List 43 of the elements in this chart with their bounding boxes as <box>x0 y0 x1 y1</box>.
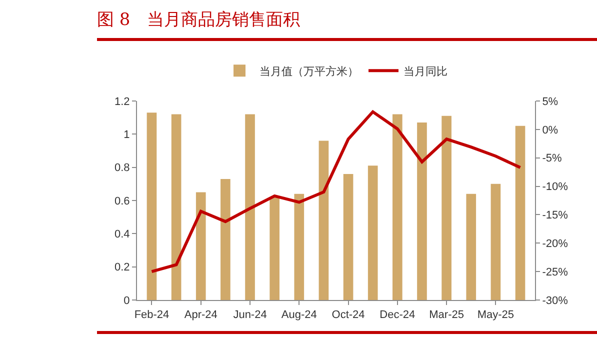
x-tick-label: Feb-24 <box>134 309 170 322</box>
x-tick-label: May-25 <box>477 309 514 322</box>
y-tick-label: 0 <box>124 294 130 307</box>
y-tick-label: 0.8 <box>114 162 130 174</box>
bar <box>171 114 182 300</box>
bar <box>466 194 476 300</box>
x-tick-label: Dec-24 <box>380 309 416 322</box>
y2-tick-label: -5% <box>542 152 562 165</box>
legend-label: 当月同比 <box>404 64 448 79</box>
x-tick-label: Oct-24 <box>332 309 365 322</box>
bar <box>294 194 304 300</box>
bar <box>196 192 206 300</box>
bar <box>392 114 402 300</box>
bar <box>318 140 329 300</box>
bar <box>220 178 230 300</box>
y-tick-label: 0.2 <box>114 262 130 274</box>
bar <box>515 126 526 300</box>
y2-tick-label: -15% <box>542 210 568 222</box>
x-tick-label: Apr-24 <box>184 309 218 322</box>
bar <box>368 166 378 300</box>
y2-tick-label: 0% <box>542 124 558 136</box>
y2-tick-label: -20% <box>542 238 568 250</box>
y2-tick-label: -25% <box>542 266 568 278</box>
bar <box>146 112 157 300</box>
bar <box>417 122 427 300</box>
bar <box>270 197 280 300</box>
y2-tick-label: 5% <box>542 96 558 108</box>
y2-tick-label: -10% <box>542 181 568 194</box>
chart-title: 图 8 当月商品房销售面积 <box>97 9 300 31</box>
legend-label: 当月值（万平方米） <box>260 64 358 79</box>
bar <box>343 174 354 300</box>
y-tick-label: 0.6 <box>114 195 130 208</box>
y-tick-label: 1.2 <box>114 96 130 108</box>
x-tick-label: Aug-24 <box>281 309 317 322</box>
y-tick-label: 1 <box>124 129 130 142</box>
line-series <box>150 110 522 274</box>
x-tick-label: Mar-25 <box>429 309 464 322</box>
bar <box>442 116 452 300</box>
x-tick-label: Jun-24 <box>233 309 267 322</box>
bar <box>245 114 255 300</box>
y2-tick-label: -30% <box>542 294 568 307</box>
y-tick-label: 0.4 <box>114 228 130 241</box>
bar <box>490 184 501 300</box>
